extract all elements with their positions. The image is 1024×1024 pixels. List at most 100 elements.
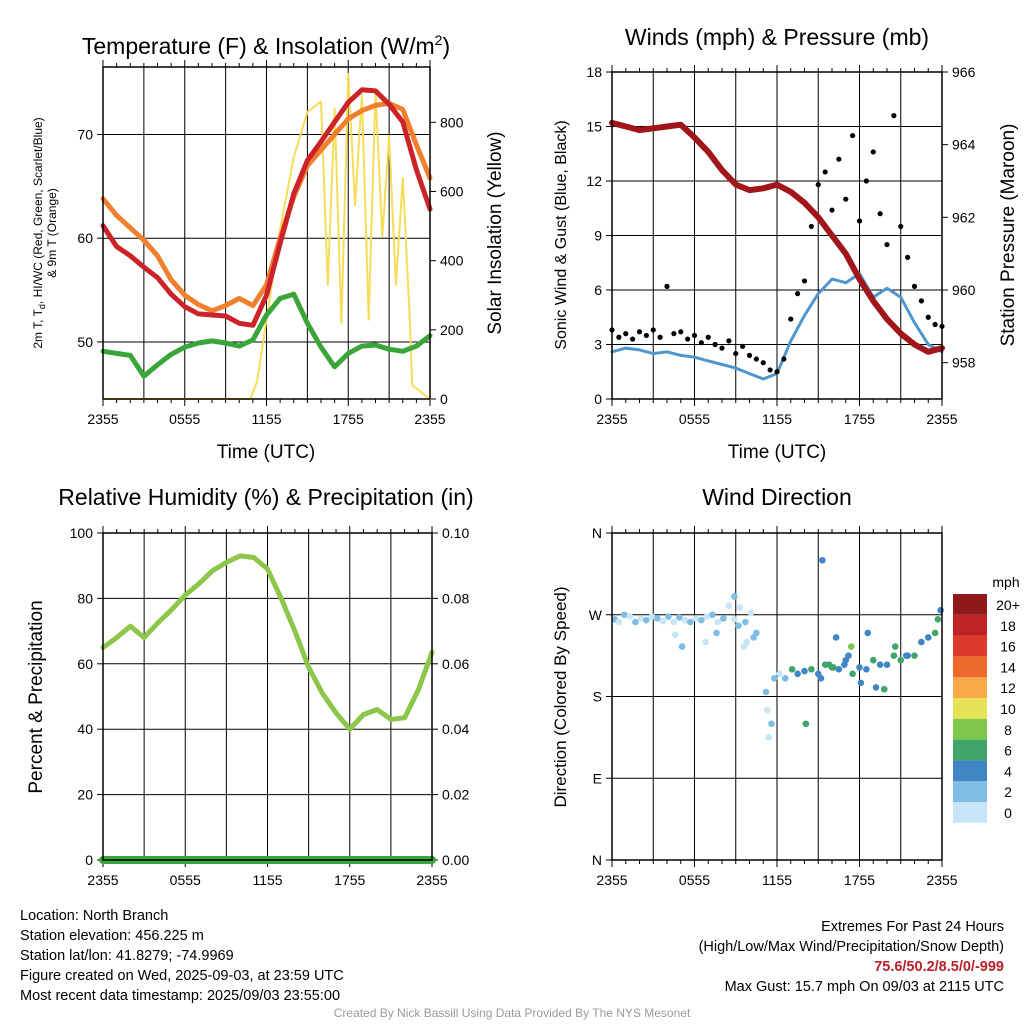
wind-gust-point <box>925 314 931 320</box>
speed-legend-label: 20+ <box>996 597 1020 613</box>
direction-point <box>883 661 891 669</box>
wind-gust-point <box>829 207 835 213</box>
direction-point <box>845 652 852 659</box>
direction-point <box>765 734 773 741</box>
direction-point <box>832 634 840 641</box>
wind-xtick-label: 1755 <box>844 411 875 427</box>
direction-point <box>681 616 689 624</box>
direction-point <box>747 609 755 617</box>
direction-point <box>849 670 856 678</box>
wind-gust-point <box>801 278 808 284</box>
direction-point <box>876 661 884 669</box>
dir-ytick-label: E <box>593 770 602 786</box>
temp-xtick-label: 2355 <box>87 411 118 427</box>
direction-point <box>632 618 639 626</box>
temp-y-axis-label: 2m T, Td, HI/WC (Red, Green, Scarlet/Blu… <box>31 117 47 348</box>
humidity-line <box>100 553 435 732</box>
rh-xtick-label: 2355 <box>416 872 447 888</box>
rh-y-axis-label: Percent & Precipitation <box>26 600 47 793</box>
wind-gust-point <box>870 149 876 155</box>
dir-chart-title: Wind Direction <box>702 484 852 510</box>
temp-9m-line <box>100 100 433 314</box>
speed-legend-label: 16 <box>1000 639 1016 655</box>
speed-legend-label: 12 <box>1000 680 1016 696</box>
direction-point <box>703 613 711 620</box>
temp-xtick-label: 1755 <box>333 411 364 427</box>
latlon-text: Station lat/lon: 41.8279; -74.9969 <box>20 948 234 964</box>
direction-point <box>776 670 784 678</box>
direction-point <box>713 629 720 637</box>
direction-point <box>880 685 888 693</box>
wind-gust-point <box>808 223 814 230</box>
direction-point <box>770 675 778 682</box>
wind-gust-point <box>850 132 856 139</box>
direction-point <box>801 667 808 675</box>
wind-gust-point <box>657 334 663 340</box>
direction-point <box>626 613 634 620</box>
rh-frame <box>102 532 433 861</box>
direction-point <box>863 665 870 673</box>
temp-ytick-right-label: 600 <box>440 184 464 200</box>
wind-gust-point <box>698 340 704 346</box>
direction-point <box>709 611 716 619</box>
temp-xtick-label: 0555 <box>169 411 200 427</box>
rh-ytick-right-label: 0.08 <box>442 590 469 606</box>
direction-point <box>665 613 672 620</box>
rh-ytick-label: 100 <box>70 525 94 541</box>
dir-ytick-label: N <box>592 852 602 868</box>
wind-gust-point <box>788 316 794 322</box>
wind-ytick-label: 6 <box>594 282 602 298</box>
direction-point <box>740 643 748 650</box>
extremes-values: 75.6/50.2/8.5/0/-999 <box>874 959 1004 975</box>
direction-point <box>872 684 880 691</box>
dir-xtick-label: 2355 <box>926 872 957 888</box>
direction-point <box>794 670 801 678</box>
direction-point <box>659 617 667 625</box>
wind-gust-point <box>877 211 883 217</box>
speed-legend-label: 4 <box>1004 763 1012 779</box>
direction-point <box>637 615 645 622</box>
wind-ytick-label: 3 <box>594 337 602 353</box>
wind-x-axis-label: Time (UTC) <box>728 442 827 463</box>
temp-right-axis-label: Solar Insolation (Yellow) <box>485 131 506 334</box>
wind-gust-point <box>884 241 890 248</box>
temp-y-axis-label-line2: & 9m T (Orange) <box>45 188 59 278</box>
direction-point <box>869 656 877 664</box>
wind-gust-point <box>650 327 656 333</box>
wind-gust-point <box>691 332 698 339</box>
wind-gust-point <box>753 356 759 362</box>
wind-gust-point <box>630 336 636 342</box>
wind-gust-point <box>685 336 691 342</box>
dir-xtick-label: 0555 <box>679 872 710 888</box>
rh-ytick-right-label: 0.00 <box>442 852 469 868</box>
dir-xtick-label: 1155 <box>762 872 792 888</box>
wind-gust-point <box>774 369 780 375</box>
direction-point <box>731 615 738 623</box>
wind-gust-point <box>636 329 643 335</box>
rh-xtick-label: 1755 <box>334 872 365 888</box>
wind-gust-point <box>767 367 773 373</box>
direction-point <box>671 631 679 639</box>
wind-xtick-label: 0555 <box>679 411 710 427</box>
direction-point <box>802 720 810 728</box>
speed-legend-label: 18 <box>1000 618 1016 634</box>
speed-legend-swatch <box>953 594 987 615</box>
direction-point <box>847 643 855 650</box>
temp-ytick-right-label: 0 <box>440 391 448 407</box>
station-info: Location: North Branch Station elevation… <box>20 906 344 1006</box>
direction-point <box>918 638 925 646</box>
dir-ytick-label: W <box>589 607 603 623</box>
dir-xtick-label: 2355 <box>596 872 627 888</box>
direction-point <box>911 652 918 659</box>
rh-ytick-right-label: 0.06 <box>442 656 469 672</box>
direction-point <box>781 675 789 682</box>
wind-gust-point <box>843 196 849 202</box>
direction-point <box>750 634 757 641</box>
wind-xtick-label: 2355 <box>596 411 627 427</box>
wind-xtick-label: 2355 <box>926 411 957 427</box>
temp-chart-title: Temperature (F) & Insolation (W/m2) <box>82 32 450 59</box>
extremes-title: Extremes For Past 24 Hours <box>821 919 1004 935</box>
rh-chart-title: Relative Humidity (%) & Precipitation (i… <box>58 484 473 510</box>
direction-point <box>819 556 826 564</box>
